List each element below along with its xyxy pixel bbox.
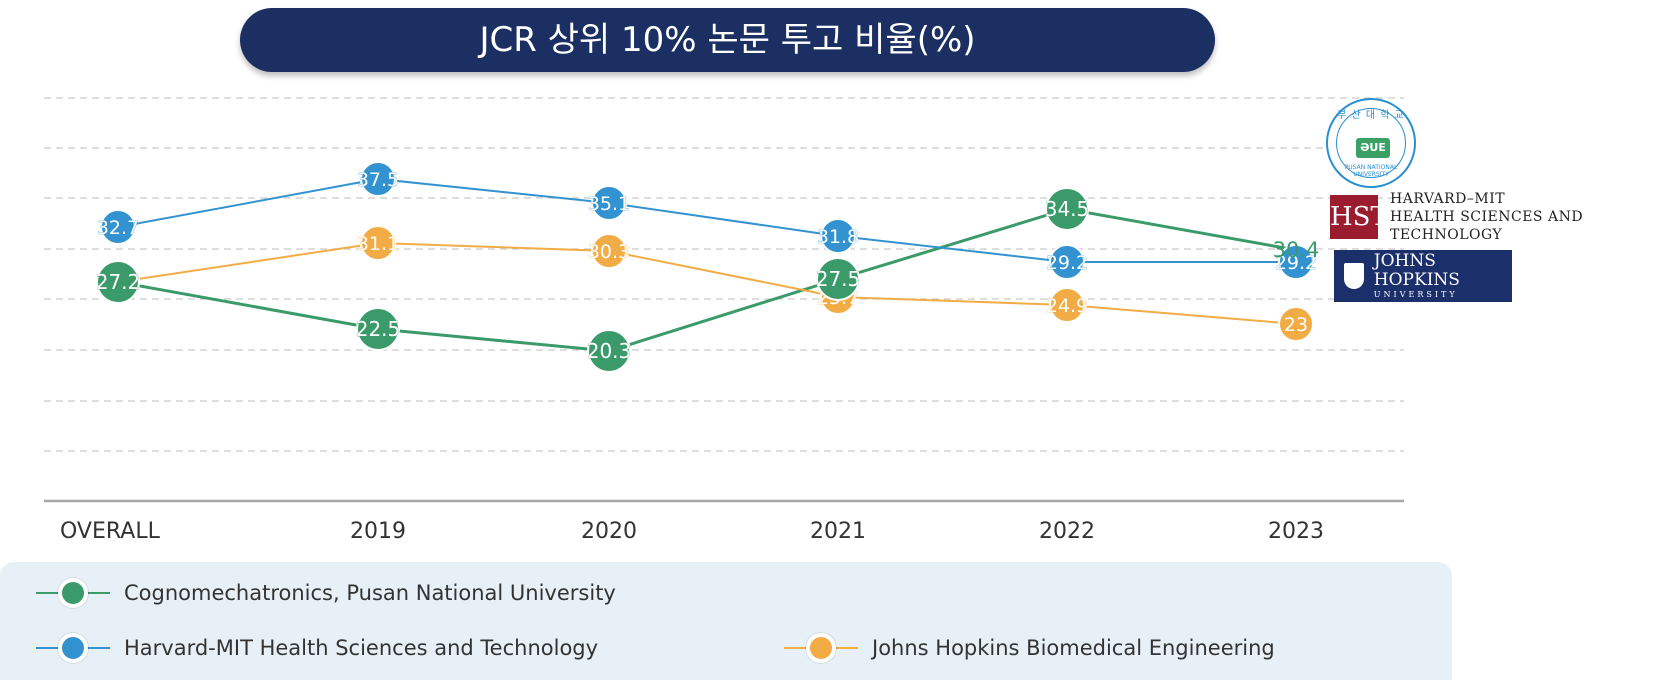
data-label: 29.2 <box>1275 252 1317 274</box>
legend-dot-icon <box>58 633 88 663</box>
data-point <box>100 209 136 245</box>
hst-line2: HEALTH SCIENCES AND TECHNOLOGY <box>1390 209 1584 243</box>
logo-bottom-text: PUSAN NATIONAL UNIVERSITY <box>1344 164 1398 178</box>
data-point <box>1049 244 1085 280</box>
x-tick-label: 2023 <box>1268 519 1324 544</box>
data-point <box>816 257 860 301</box>
pusan-national-university-logo: 부 산 대 학 교 ƏUE PUSAN NATIONAL UNIVERSITY <box>1326 98 1416 188</box>
data-label: 27.2 <box>96 270 141 294</box>
data-point <box>587 329 631 373</box>
legend-label: Cognomechatronics, Pusan National Univer… <box>124 581 616 605</box>
data-point <box>96 260 140 304</box>
data-label: 22.5 <box>356 317 401 341</box>
legend-dot-icon <box>58 578 88 608</box>
data-point <box>360 161 396 197</box>
data-label: 20.3 <box>587 339 632 363</box>
legend-swatch <box>36 578 110 608</box>
legend-swatch <box>784 633 858 663</box>
logo-mark: ƏUE <box>1356 138 1390 158</box>
data-point <box>1045 187 1089 231</box>
legend-label: Johns Hopkins Biomedical Engineering <box>872 636 1275 660</box>
x-tick-label: 2022 <box>1039 519 1095 544</box>
data-label: 23 <box>1284 314 1308 336</box>
data-point <box>591 185 627 221</box>
data-label: 37.5 <box>357 169 399 191</box>
data-label: 30.3 <box>588 241 630 263</box>
jhu-wordmark: JOHNS HOPKINS UNIVERSITY <box>1374 252 1512 300</box>
data-label: 32.7 <box>97 217 139 239</box>
x-tick-label: 2021 <box>810 519 866 544</box>
legend-swatch <box>36 633 110 663</box>
data-point <box>356 307 400 351</box>
data-point <box>1278 306 1314 342</box>
x-tick-label: 2020 <box>581 519 637 544</box>
jhu-line1: JOHNS HOPKINS <box>1373 251 1460 290</box>
legend-label: Harvard-MIT Health Sciences and Technolo… <box>124 636 599 660</box>
shield-icon <box>1344 263 1364 289</box>
data-point <box>1278 244 1314 280</box>
data-label: 27.5 <box>816 267 861 291</box>
hst-line1: HARVARD–MIT <box>1390 191 1506 207</box>
series-line-1 <box>117 177 1296 263</box>
legend: Cognomechatronics, Pusan National Univer… <box>0 562 1452 680</box>
data-point <box>1049 287 1085 323</box>
logo-inner-ring <box>1336 108 1406 178</box>
data-label: 31.8 <box>817 226 859 248</box>
legend-item-hst: Harvard-MIT Health Sciences and Technolo… <box>36 633 598 663</box>
harvard-mit-hst-logo: HST HARVARD–MIT HEALTH SCIENCES AND TECH… <box>1330 190 1658 244</box>
data-point <box>360 225 396 261</box>
legend-item-pnu: Cognomechatronics, Pusan National Univer… <box>36 578 616 608</box>
logo-ring-text: 부 산 대 학 교 <box>1337 110 1405 121</box>
x-tick-label: OVERALL <box>60 519 161 544</box>
hst-wordmark: HARVARD–MIT HEALTH SCIENCES AND TECHNOLO… <box>1390 190 1658 244</box>
data-point <box>820 218 856 254</box>
line-chart: OVERALL 2019 2020 2021 2022 2023 27.2 31.1 30.3 2… <box>44 97 1404 544</box>
series-line-2 <box>117 241 1297 325</box>
hst-mark: HST <box>1330 195 1388 239</box>
data-label: 34.5 <box>1045 197 1090 221</box>
chart-title: JCR 상위 10% 논문 투고 비율(%) <box>240 8 1215 72</box>
legend-item-jhu: Johns Hopkins Biomedical Engineering <box>784 633 1275 663</box>
data-label: 24.9 <box>1046 295 1088 317</box>
legend-dot-icon <box>806 633 836 663</box>
data-label: 35.1 <box>588 193 630 215</box>
data-label: 31.1 <box>357 233 399 255</box>
data-label: 29.2 <box>1046 252 1088 274</box>
jhu-line2: UNIVERSITY <box>1373 290 1458 299</box>
data-point <box>591 233 627 269</box>
series-line-0 <box>117 207 1297 353</box>
data-label: 30.4 <box>1273 238 1320 262</box>
x-tick-label: 2019 <box>350 519 406 544</box>
johns-hopkins-logo: JOHNS HOPKINS UNIVERSITY <box>1334 250 1512 302</box>
